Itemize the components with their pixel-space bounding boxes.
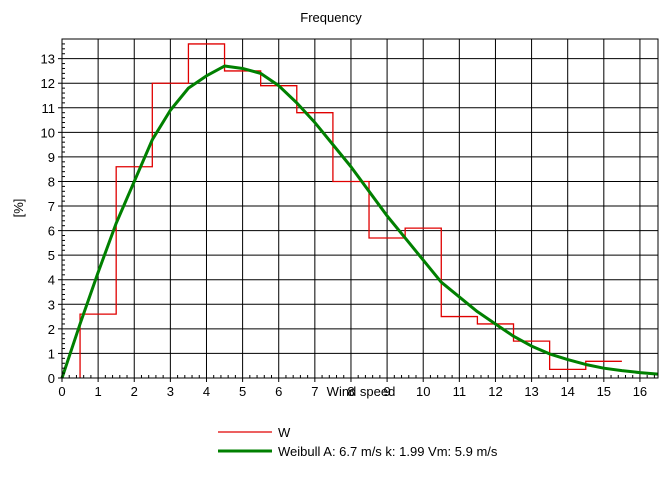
x-tick-label: 4 — [203, 384, 210, 399]
y-tick-label: 9 — [48, 150, 55, 165]
x-tick-label: 0 — [58, 384, 65, 399]
y-tick-label: 0 — [48, 371, 55, 386]
legend-item-weibull: Weibull A: 6.7 m/s k: 1.99 Vm: 5.9 m/s — [218, 444, 498, 459]
x-tick-label: 15 — [597, 384, 611, 399]
y-tick-label: 1 — [48, 346, 55, 361]
x-tick-label: 10 — [416, 384, 430, 399]
x-axis-label: Wind speed — [327, 384, 396, 399]
y-tick-label: 10 — [41, 125, 55, 140]
chart-title: Frequency — [300, 10, 362, 25]
plot-grid — [61, 39, 658, 379]
y-tick-label: 3 — [48, 297, 55, 312]
histogram-series-w — [79, 43, 622, 378]
x-tick-label: 3 — [167, 384, 174, 399]
y-tick-label: 2 — [48, 322, 55, 337]
x-tick-label: 8 — [347, 384, 354, 399]
plot-frame — [61, 38, 659, 379]
x-tick-label: 13 — [524, 384, 538, 399]
y-tick-label: 7 — [48, 199, 55, 214]
x-tick-label: 1 — [95, 384, 102, 399]
x-tick-label: 16 — [633, 384, 647, 399]
y-axis-label: [%] — [11, 199, 26, 218]
x-tick-label: 12 — [488, 384, 502, 399]
y-tick-label: 12 — [41, 76, 55, 91]
x-tick-label: 14 — [560, 384, 574, 399]
x-tick-label: 5 — [239, 384, 246, 399]
series-layer — [60, 43, 659, 379]
legend-label: W — [278, 425, 291, 440]
weibull-curve — [60, 64, 659, 379]
x-tick-label: 2 — [131, 384, 138, 399]
y-tick-label: 5 — [48, 248, 55, 263]
x-tick-label: 7 — [311, 384, 318, 399]
legend-item-w: W — [218, 425, 291, 440]
legend-label: Weibull A: 6.7 m/s k: 1.99 Vm: 5.9 m/s — [278, 444, 498, 459]
x-axis-ticks: 0 1 2 3 4 5 6 7 8 9 10 11 12 13 14 15 16 — [58, 375, 655, 399]
x-tick-label: 6 — [275, 384, 282, 399]
x-tick-label: 9 — [383, 384, 390, 399]
legend: W Weibull A: 6.7 m/s k: 1.99 Vm: 5.9 m/s — [218, 425, 498, 459]
y-tick-label: 11 — [42, 101, 56, 116]
y-tick-label: 13 — [41, 52, 55, 67]
y-tick-label: 4 — [48, 273, 55, 288]
x-tick-label: 11 — [453, 384, 467, 399]
y-tick-label: 6 — [48, 224, 55, 239]
y-tick-label: 8 — [48, 174, 55, 189]
